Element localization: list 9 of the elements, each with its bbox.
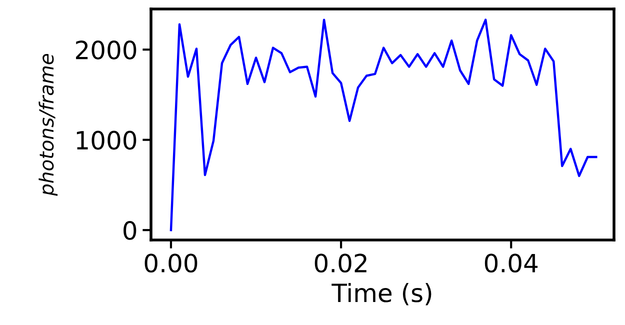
x-tick-label: 0.04 — [484, 254, 538, 273]
x-axis-title: Time (s) — [332, 282, 432, 306]
x-tick-label: 0.02 — [314, 254, 366, 273]
y-tick-label: 0 — [124, 221, 136, 240]
y-axis-title: photons/frame — [38, 54, 58, 196]
y-tick-label: 1000 — [76, 130, 136, 150]
y-tick-label: 2000 — [76, 40, 136, 60]
x-tick-label: 0.00 — [144, 254, 198, 273]
line-series — [170, 18, 598, 232]
